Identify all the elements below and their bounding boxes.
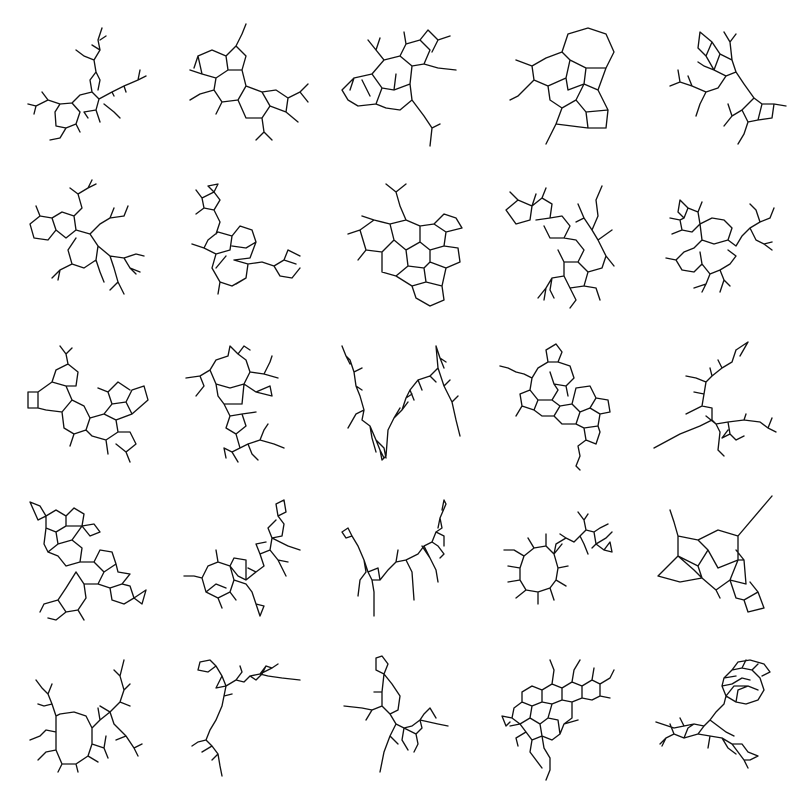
molecule-r2c2-drawing [191,183,301,295]
molecule-r4c5 [640,480,800,640]
molecule-r2c5-drawing [665,199,775,293]
molecule-r5c4-drawing [501,659,615,781]
molecule-r2c3-drawing [347,183,463,307]
molecule-r4c3 [320,480,480,640]
molecule-r2c5 [640,160,800,320]
molecule-r3c5 [640,320,800,480]
molecule-r4c5-drawing [657,495,773,613]
molecule-r3c3-drawing [341,345,461,461]
molecule-r4c4 [480,480,640,640]
molecule-r4c1 [0,480,160,640]
molecule-r5c3-drawing [343,655,449,773]
molecule-r4c1-drawing [29,501,147,621]
molecule-r1c3 [320,0,480,160]
molecule-r1c5 [640,0,800,160]
molecule-r1c2 [160,0,320,160]
molecule-r5c4 [480,640,640,800]
molecule-r1c1 [0,0,160,160]
molecule-r3c2 [160,320,320,480]
molecule-r5c5-drawing [655,659,771,769]
molecule-r2c1-drawing [29,179,145,295]
molecule-r3c5-drawing [653,341,777,457]
molecule-r3c2-drawing [185,345,285,463]
molecule-r3c3 [320,320,480,480]
molecule-r1c2-drawing [189,23,309,141]
molecule-r4c4-drawing [503,511,613,605]
molecule-r2c1 [0,160,160,320]
molecule-r3c1 [0,320,160,480]
molecule-r1c1-drawing [27,27,147,141]
molecule-r3c1-drawing [27,345,149,463]
molecule-r5c3 [320,640,480,800]
molecule-r5c2-drawing [191,659,301,777]
molecule-r1c4 [480,0,640,160]
molecule-r5c2 [160,640,320,800]
molecule-r5c5 [640,640,800,800]
molecule-r5c1-drawing [29,659,143,773]
molecule-r3c4-drawing [499,343,611,471]
molecule-r2c4-drawing [505,185,615,309]
molecule-r2c3 [320,160,480,320]
molecule-r5c1 [0,640,160,800]
molecule-r3c4 [480,320,640,480]
molecule-r2c4 [480,160,640,320]
molecule-r1c5-drawing [669,31,787,145]
molecule-r4c3-drawing [341,499,447,617]
molecule-r2c2 [160,160,320,320]
molecule-r1c3-drawing [341,29,457,147]
molecule-r1c4-drawing [509,27,615,145]
molecule-r4c2-drawing [183,499,301,617]
molecule-r4c2 [160,480,320,640]
